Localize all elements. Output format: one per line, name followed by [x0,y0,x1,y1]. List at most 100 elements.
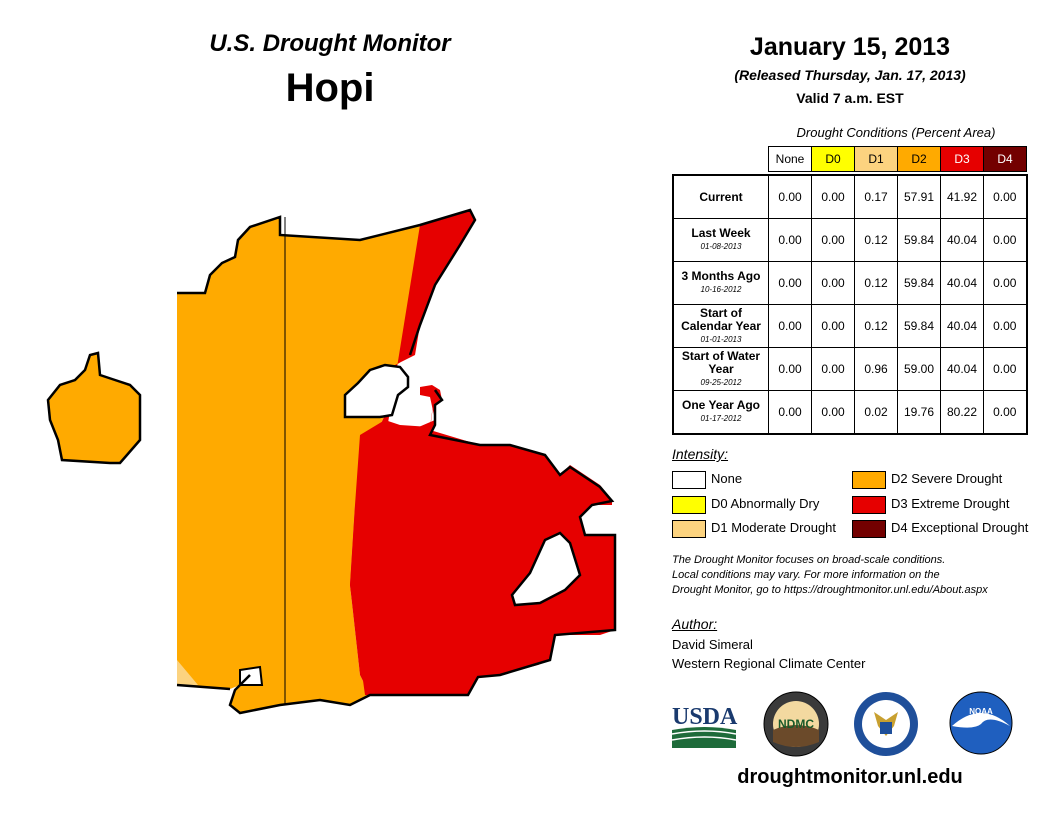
table-row: Start of Water Year 09-25-2012 0.00 0.00 … [672,347,1028,391]
row-title: Last Week [691,226,751,240]
table-cell: 40.04 [940,347,984,391]
legend-item-d3: D3 Extreme Drought [852,495,1010,514]
date-title: January 15, 2013 [749,33,951,61]
row-label: Start of Calendar Year 01-01-2013 [672,304,769,348]
legend-item-none: None [672,470,742,489]
table-cell: 0.00 [811,304,855,348]
row-title: Current [699,189,743,204]
release-date: (Released Thursday, Jan. 17, 2013) [734,67,966,83]
noaa-logo-bird-icon [952,713,1010,728]
table-cell: 0.02 [854,390,898,435]
table-cell: 0.12 [854,261,898,305]
row-date: 10-16-2012 [700,285,742,294]
ndmc-logo-text: NDMC [778,717,814,731]
legend-label: D1 Moderate Drought [711,520,837,535]
table-cell: 0.00 [811,261,855,305]
row-title: Start of Water Year [681,348,761,376]
usda-logo-stripe [671,730,737,735]
table-cell: 19.76 [897,390,941,435]
column-header: D3 [940,146,984,172]
table-cell: 0.00 [983,218,1028,262]
table-gap-cell [854,171,898,176]
map-region-d2 [177,210,475,713]
table-cell: 0.00 [768,347,812,391]
legend-item-d2: D2 Severe Drought [852,470,1003,489]
drought-map [46,208,617,715]
map-region-west-piece [46,351,142,465]
row-label: Last Week 01-08-2013 [672,218,769,262]
website-link[interactable]: droughtmonitor.unl.edu [737,766,963,788]
column-header: None [768,146,812,172]
monitor-title: U.S. Drought Monitor [209,30,451,57]
noaa-logo: NOAA [949,691,1013,755]
table-corner [673,147,769,172]
row-label: One Year Ago 01-17-2012 [672,390,769,435]
table-row: Current 0.00 0.00 0.17 57.91 41.92 0.00 [672,174,1028,219]
table-row: 3 Months Ago 10-16-2012 0.00 0.00 0.12 59… [672,261,1028,305]
legend-label: D0 Abnormally Dry [711,496,820,511]
legend-label: D2 Severe Drought [891,471,1003,486]
column-header: D4 [983,146,1027,172]
table-row: One Year Ago 01-17-2012 0.00 0.00 0.02 19… [672,390,1028,435]
disclaimer-note: The Drought Monitor focuses on broad-sca… [672,553,1052,598]
row-label: Start of Water Year 09-25-2012 [672,347,769,391]
region-title: Hopi [285,66,375,110]
author-name: David Simeral [672,637,753,652]
table-gap-cell [673,171,769,176]
table-header-row: None D0 D1 D2 D3 D4 [673,146,1027,172]
usda-logo-text: USDA [672,704,738,730]
table-cell: 0.00 [768,174,812,219]
legend-title: Intensity: [672,446,729,462]
row-label: 3 Months Ago 10-16-2012 [672,261,769,305]
table-gap-cell [897,171,941,176]
legend-swatch [852,495,886,514]
column-header: D2 [897,146,941,172]
legend-swatch [672,519,706,538]
table-cell: 0.00 [811,218,855,262]
noaa-logo-text: NOAA [969,707,993,716]
usda-logo-stripe [671,736,737,741]
row-title: One Year Ago [681,398,761,412]
table-cell: 59.00 [897,347,941,391]
table-cell: 40.04 [940,261,984,305]
commerce-seal-logo [854,692,918,756]
row-date: 01-01-2013 [700,334,742,344]
commerce-seal-shield-icon [880,722,892,734]
table-gap-cell [940,171,984,176]
table-cell: 0.00 [811,390,855,435]
drought-table: None D0 D1 D2 D3 D4 Current 0.00 0.00 0.… [672,146,1028,435]
table-cell: 0.00 [983,261,1028,305]
table-gap-cell [983,171,1027,176]
table-cell: 57.91 [897,174,941,219]
row-title: 3 Months Ago [681,269,761,283]
table-cell: 0.00 [811,174,855,219]
row-date: 01-08-2013 [700,242,742,251]
map-hole-east [510,531,582,607]
table-cell: 0.12 [854,218,898,262]
row-date: 09-25-2012 [700,377,742,387]
table-cell: 0.00 [768,304,812,348]
row-label: Current [672,174,769,219]
note-line: The Drought Monitor focuses on broad-sca… [672,554,946,566]
table-cell: 40.04 [940,218,984,262]
note-line: Drought Monitor, go to https://droughtmo… [672,584,988,596]
map-hole-north [343,363,410,419]
row-date: 01-17-2012 [700,414,742,423]
legend-label: D3 Extreme Drought [891,496,1010,511]
legend-item-d0: D0 Abnormally Dry [672,495,820,514]
column-header: D1 [854,146,898,172]
table-cell: 59.84 [897,218,941,262]
table-cell: 0.00 [983,174,1028,219]
ndmc-logo: NDMC [763,691,829,757]
usda-logo: USDA [671,704,738,748]
legend-swatch [852,519,886,538]
table-cell: 59.84 [897,261,941,305]
table-cell: 40.04 [940,304,984,348]
table-cell: 0.00 [983,347,1028,391]
table-cell: 0.12 [854,304,898,348]
legend-swatch [852,470,886,489]
map-region-d3-east [350,390,615,695]
column-header: D0 [811,146,855,172]
table-cell: 80.22 [940,390,984,435]
table-gap-cell [768,171,812,176]
